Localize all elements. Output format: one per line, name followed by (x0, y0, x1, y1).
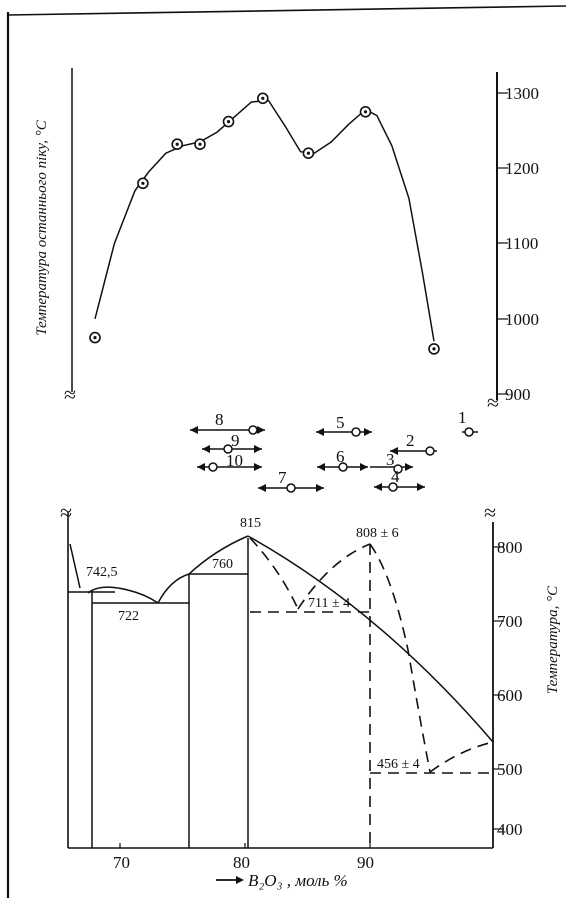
bottom-y-tick-label: 700 (497, 612, 523, 631)
liquidus-curve (157, 573, 190, 604)
bottom-x-ticks: 70 80 90 (113, 843, 374, 872)
bottom-y-tick-label: 400 (497, 820, 523, 839)
marker-4: 4 (374, 467, 425, 492)
top-y-tick-label: 1200 (505, 159, 539, 178)
top-right-axis-break: ≈ (487, 390, 499, 415)
bottom-y-axis-title: Температура, °C (545, 585, 561, 694)
marker-7: 7 (258, 468, 324, 493)
data-point-center (175, 142, 179, 146)
annotation-456: 456 ± 4 (377, 757, 420, 772)
liquidus-curve (69, 543, 81, 589)
top-points (89, 92, 440, 355)
dashed-curve (249, 537, 299, 610)
bottom-x-axis-title: B₂O₃ , моль % (216, 871, 348, 890)
liquidus-curve (117, 587, 159, 604)
top-panel: ≈ ≈ 1300 1200 1100 1000 900 Температура … (34, 68, 539, 415)
marker-label-4: 4 (391, 467, 400, 486)
frame-top (7, 5, 566, 16)
data-point-center (226, 120, 231, 124)
bottom-x-tick-label: 80 (233, 853, 250, 872)
annotation-815: 815 (240, 516, 261, 531)
marker-8: 8 (190, 410, 265, 435)
top-y-axis-title: Температура останнього піку, °C (34, 119, 50, 336)
markers: 1 2 3 4 5 (190, 408, 478, 493)
marker-label-5: 5 (336, 413, 345, 432)
data-point-center (198, 142, 202, 146)
marker-2: 2 (390, 431, 437, 456)
top-curve (94, 99, 435, 342)
bottom-y-ticks: 800 700 600 500 400 (493, 538, 523, 839)
marker-label-1: 1 (458, 408, 467, 427)
top-left-axis-break: ≈ (64, 382, 76, 407)
data-point-center (363, 110, 368, 114)
data-point-center (93, 336, 97, 340)
top-y-tick-label: 1300 (505, 84, 539, 103)
dashed-curve (369, 543, 431, 773)
marker-9: 9 (202, 431, 262, 454)
annotation-742-5: 742,5 (86, 565, 118, 580)
bottom-x-tick-label: 70 (113, 853, 130, 872)
data-point-center (141, 181, 145, 185)
dashed-curve (429, 741, 494, 773)
marker-3: 3 (370, 450, 413, 474)
liquidus-curve (247, 535, 494, 743)
bottom-left-axis-break: ≈ (60, 500, 72, 525)
annotation-711: 711 ± 4 (308, 596, 350, 611)
top-y-tick-label: 1100 (505, 234, 538, 253)
bottom-y-tick-label: 500 (497, 760, 523, 779)
marker-10: 10 (197, 451, 262, 472)
top-y-ticks: 1300 1200 1100 1000 900 (497, 84, 539, 404)
marker-label-2: 2 (406, 431, 415, 450)
annotation-722: 722 (118, 609, 139, 624)
bottom-x-tick-label: 90 (357, 853, 374, 872)
marker-label-10: 10 (226, 451, 243, 470)
marker-label-7: 7 (278, 468, 287, 487)
bottom-panel: ≈ ≈ 800 700 600 500 400 Температура, °C … (60, 500, 561, 890)
marker-label-9: 9 (231, 431, 240, 450)
liquidus-curve (87, 586, 119, 594)
annotation-760: 760 (212, 557, 233, 572)
bottom-y-tick-label: 800 (497, 538, 523, 557)
marker-6: 6 (317, 447, 368, 472)
top-y-tick-label: 900 (505, 385, 531, 404)
marker-5: 5 (316, 413, 372, 437)
liquidus-curve (188, 535, 249, 575)
bottom-right-axis-break: ≈ (484, 500, 496, 525)
marker-label-8: 8 (215, 410, 224, 429)
x-axis-title-text: B₂O₃ , моль % (248, 871, 348, 890)
annotation-808: 808 ± 6 (356, 526, 399, 541)
data-point-center (432, 347, 436, 351)
marker-1: 1 (458, 408, 478, 437)
data-point-center (261, 96, 265, 100)
bottom-y-tick-label: 600 (497, 686, 523, 705)
marker-label-3: 3 (386, 450, 395, 469)
top-y-tick-label: 1000 (505, 310, 539, 329)
marker-label-6: 6 (336, 447, 345, 466)
data-point-center (306, 151, 310, 155)
metastable-lines (249, 537, 494, 848)
